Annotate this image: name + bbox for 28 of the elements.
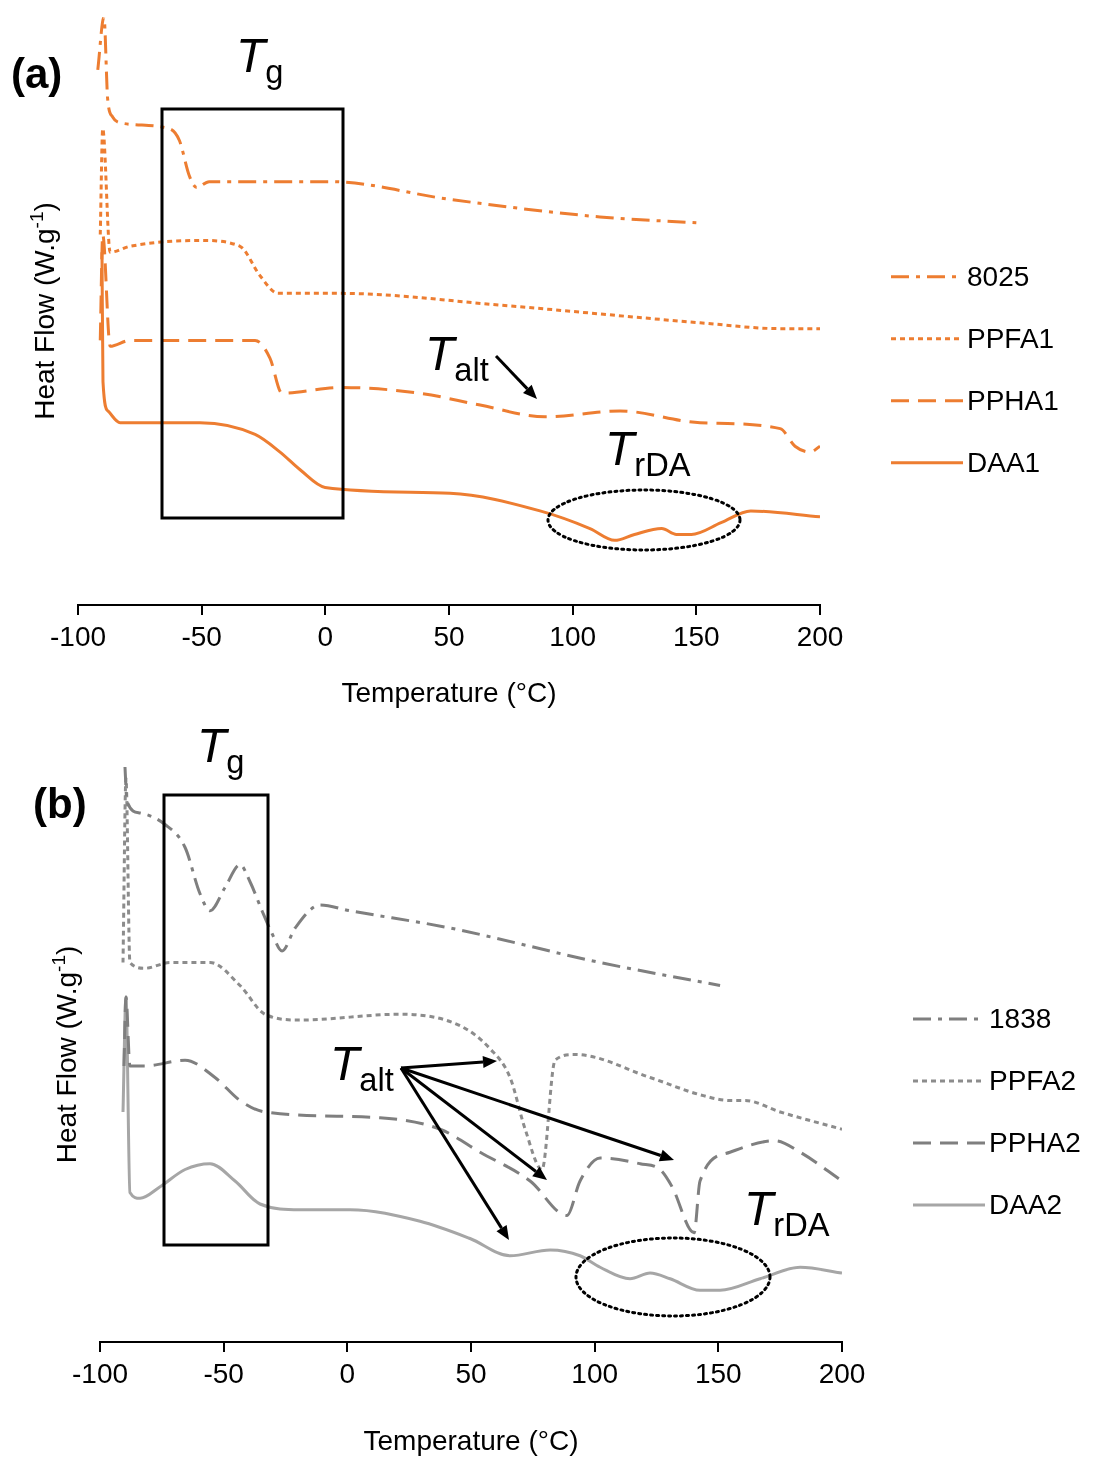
x-tick-label: -100 [49, 620, 107, 652]
x-tick-label: 150 [672, 620, 720, 652]
x-axis-title: Temperature (°C) [341, 676, 557, 708]
legend-label: 1838 [989, 1002, 1052, 1034]
y-axis-title: Heat Flow (W.g-1) [48, 945, 82, 1164]
x-tick-label: 50 [433, 620, 465, 652]
legend-label: PPFA2 [989, 1064, 1077, 1096]
legend-label: DAA2 [989, 1188, 1063, 1220]
x-tick-label: 0 [339, 1357, 356, 1389]
legend-label: PPHA2 [989, 1126, 1081, 1158]
x-tick-label: 100 [549, 620, 597, 652]
legend-label: DAA1 [967, 446, 1041, 478]
legend-label: PPHA1 [967, 384, 1059, 416]
x-axis-title: Temperature (°C) [363, 1424, 579, 1456]
x-tick-label: -50 [181, 620, 222, 652]
legend-label: 8025 [967, 260, 1030, 292]
y-axis-title: Heat Flow (W.g-1) [26, 202, 60, 420]
x-tick-label: 200 [796, 620, 844, 652]
x-tick-label: 200 [818, 1357, 866, 1389]
x-tick-label: -100 [71, 1357, 129, 1389]
legend-label: PPFA1 [967, 322, 1055, 354]
x-tick-label: 0 [317, 620, 334, 652]
x-tick-label: 50 [455, 1357, 487, 1389]
text: (b) [33, 780, 87, 827]
text: (a) [11, 50, 63, 97]
x-tick-label: -50 [203, 1357, 244, 1389]
x-tick-label: 150 [694, 1357, 742, 1389]
x-tick-label: 100 [571, 1357, 619, 1389]
